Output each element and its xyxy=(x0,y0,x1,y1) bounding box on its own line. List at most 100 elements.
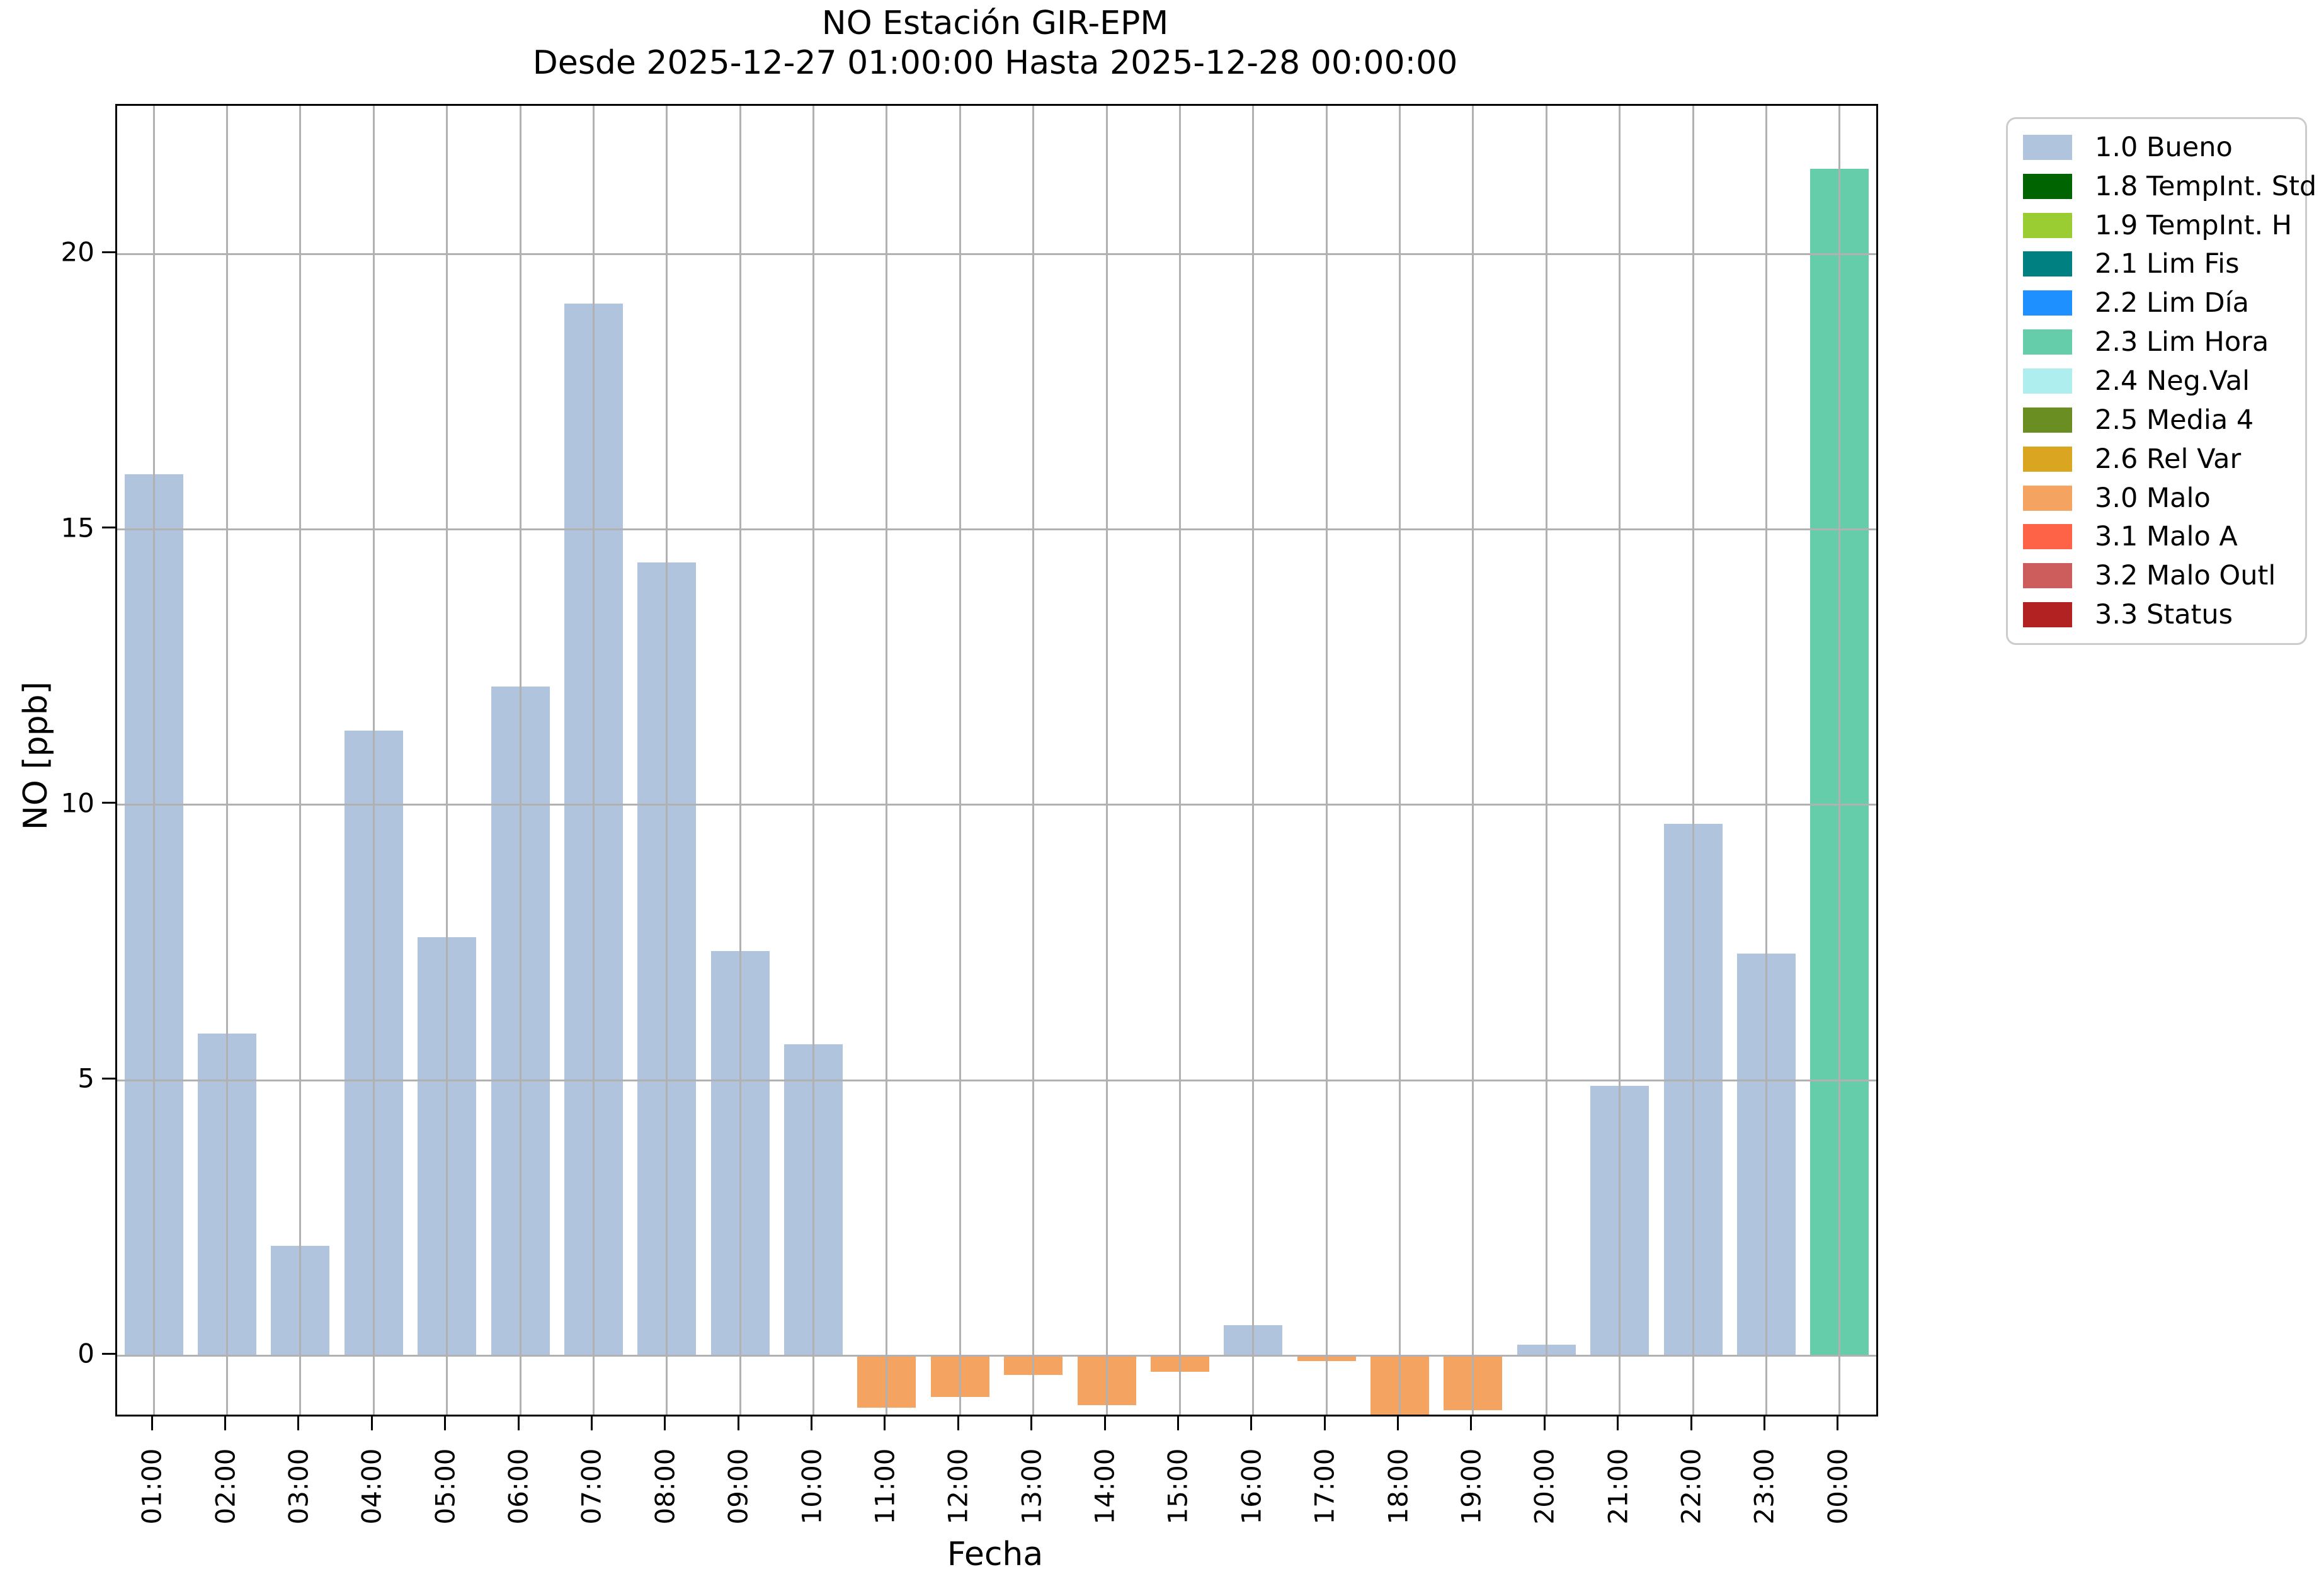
legend-swatch-icon xyxy=(2023,212,2072,238)
legend-swatch-icon xyxy=(2023,134,2072,160)
xtick-label-19:00: 19:00 xyxy=(1456,1448,1487,1525)
gridline-y-10 xyxy=(117,804,1876,806)
legend-row-3.1-Malo-A: 3.1 Malo A xyxy=(2023,521,2305,552)
gridline-x-17:00 xyxy=(1326,106,1328,1415)
legend-label: 2.4 Neg.Val xyxy=(2095,365,2250,397)
xtick-label-11:00: 11:00 xyxy=(869,1448,901,1525)
legend-label: 1.0 Bueno xyxy=(2095,131,2233,163)
gridline-x-18:00 xyxy=(1399,106,1401,1415)
gridline-y-0 xyxy=(117,1355,1876,1357)
xtick-mark-06:00 xyxy=(518,1416,520,1430)
xtick-mark-16:00 xyxy=(1250,1416,1252,1430)
xtick-label-03:00: 03:00 xyxy=(283,1448,314,1525)
xtick-mark-10:00 xyxy=(811,1416,812,1430)
ytick-label-20: 20 xyxy=(60,236,94,268)
xtick-mark-08:00 xyxy=(664,1416,666,1430)
gridline-x-19:00 xyxy=(1472,106,1474,1415)
gridline-x-21:00 xyxy=(1619,106,1621,1415)
xtick-label-13:00: 13:00 xyxy=(1016,1448,1047,1525)
legend-row-1.9-TempInt.-H: 1.9 TempInt. H xyxy=(2023,210,2305,241)
legend-label: 3.2 Malo Outl xyxy=(2095,560,2276,592)
xtick-mark-09:00 xyxy=(738,1416,739,1430)
xtick-mark-19:00 xyxy=(1470,1416,1472,1430)
legend-swatch-icon xyxy=(2023,368,2072,394)
xtick-label-23:00: 23:00 xyxy=(1748,1448,1780,1525)
legend-row-2.3-Lim-Hora: 2.3 Lim Hora xyxy=(2023,326,2305,358)
xtick-mark-00:00 xyxy=(1837,1416,1838,1430)
legend-label: 2.1 Lim Fis xyxy=(2095,248,2240,280)
xtick-mark-04:00 xyxy=(371,1416,373,1430)
legend-swatch-icon xyxy=(2023,602,2072,628)
gridline-x-04:00 xyxy=(373,106,375,1415)
xtick-mark-20:00 xyxy=(1544,1416,1546,1430)
ytick-label-5: 5 xyxy=(77,1063,94,1094)
legend-row-1.0-Bueno: 1.0 Bueno xyxy=(2023,132,2305,163)
xtick-label-07:00: 07:00 xyxy=(576,1448,607,1525)
plot-area xyxy=(115,104,1878,1416)
gridline-y-15 xyxy=(117,528,1876,530)
ytick-mark-20 xyxy=(102,251,115,253)
gridline-x-02:00 xyxy=(226,106,228,1415)
legend-swatch-icon xyxy=(2023,329,2072,355)
xtick-mark-05:00 xyxy=(444,1416,446,1430)
xtick-mark-01:00 xyxy=(151,1416,153,1430)
gridline-x-07:00 xyxy=(593,106,595,1415)
gridline-x-13:00 xyxy=(1032,106,1034,1415)
xtick-label-17:00: 17:00 xyxy=(1309,1448,1340,1525)
legend-swatch-icon xyxy=(2023,524,2072,550)
legend-swatch-icon xyxy=(2023,173,2072,199)
legend-label: 3.3 Status xyxy=(2095,599,2233,631)
xtick-mark-12:00 xyxy=(957,1416,959,1430)
y-axis-label: NO [ppb] xyxy=(17,681,55,830)
x-axis-label: Fecha xyxy=(947,1536,1044,1573)
xtick-mark-18:00 xyxy=(1397,1416,1399,1430)
legend-row-2.2-Lim-D-a: 2.2 Lim Día xyxy=(2023,287,2305,319)
xtick-label-02:00: 02:00 xyxy=(210,1448,241,1525)
gridline-x-11:00 xyxy=(886,106,887,1415)
legend-row-2.1-Lim-Fis: 2.1 Lim Fis xyxy=(2023,248,2305,280)
gridline-y-20 xyxy=(117,253,1876,255)
gridline-x-09:00 xyxy=(739,106,741,1415)
xtick-mark-03:00 xyxy=(297,1416,299,1430)
xtick-label-16:00: 16:00 xyxy=(1236,1448,1267,1525)
legend-label: 3.1 Malo A xyxy=(2095,521,2238,553)
ytick-label-0: 0 xyxy=(77,1338,94,1369)
xtick-label-08:00: 08:00 xyxy=(649,1448,681,1525)
ytick-label-10: 10 xyxy=(60,787,94,819)
xtick-label-12:00: 12:00 xyxy=(942,1448,974,1525)
legend-swatch-icon xyxy=(2023,485,2072,511)
xtick-label-15:00: 15:00 xyxy=(1162,1448,1194,1525)
ytick-mark-0 xyxy=(102,1353,115,1355)
legend-row-3.3-Status: 3.3 Status xyxy=(2023,599,2305,630)
chart-title-line2: Desde 2025-12-27 01:00:00 Hasta 2025-12-… xyxy=(532,44,1458,82)
legend-swatch-icon xyxy=(2023,563,2072,589)
gridline-x-15:00 xyxy=(1179,106,1181,1415)
gridline-x-14:00 xyxy=(1106,106,1108,1415)
xtick-mark-02:00 xyxy=(224,1416,226,1430)
gridline-x-20:00 xyxy=(1546,106,1547,1415)
legend-row-2.6-Rel-Var: 2.6 Rel Var xyxy=(2023,443,2305,475)
xtick-label-10:00: 10:00 xyxy=(796,1448,828,1525)
gridline-x-16:00 xyxy=(1252,106,1254,1415)
legend-row-2.5-Media-4: 2.5 Media 4 xyxy=(2023,404,2305,436)
xtick-mark-17:00 xyxy=(1324,1416,1326,1430)
legend-label: 2.2 Lim Día xyxy=(2095,287,2249,319)
xtick-mark-11:00 xyxy=(884,1416,886,1430)
legend-label: 2.5 Media 4 xyxy=(2095,404,2254,436)
xtick-mark-23:00 xyxy=(1763,1416,1765,1430)
gridline-x-01:00 xyxy=(153,106,155,1415)
xtick-label-18:00: 18:00 xyxy=(1382,1448,1414,1525)
xtick-label-04:00: 04:00 xyxy=(356,1448,387,1525)
gridline-x-23:00 xyxy=(1765,106,1767,1415)
gridline-y-5 xyxy=(117,1080,1876,1081)
xtick-mark-22:00 xyxy=(1690,1416,1692,1430)
legend-label: 3.0 Malo xyxy=(2095,482,2211,514)
xtick-label-09:00: 09:00 xyxy=(722,1448,754,1525)
legend-swatch-icon xyxy=(2023,290,2072,316)
xtick-label-00:00: 00:00 xyxy=(1822,1448,1854,1525)
xtick-mark-14:00 xyxy=(1104,1416,1106,1430)
legend-label: 1.9 TempInt. H xyxy=(2095,209,2293,241)
xtick-label-22:00: 22:00 xyxy=(1675,1448,1707,1525)
legend-row-3.0-Malo: 3.0 Malo xyxy=(2023,482,2305,514)
